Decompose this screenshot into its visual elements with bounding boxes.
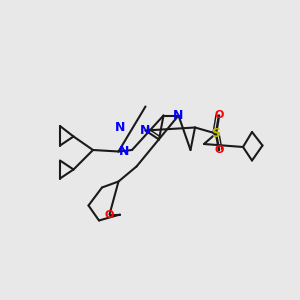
Text: S: S [212,127,220,140]
Text: O: O [105,209,114,220]
Text: N: N [115,121,125,134]
Text: N: N [118,145,129,158]
Text: N: N [173,109,184,122]
Text: O: O [214,145,224,155]
Text: N: N [140,124,151,137]
Text: O: O [214,110,224,121]
